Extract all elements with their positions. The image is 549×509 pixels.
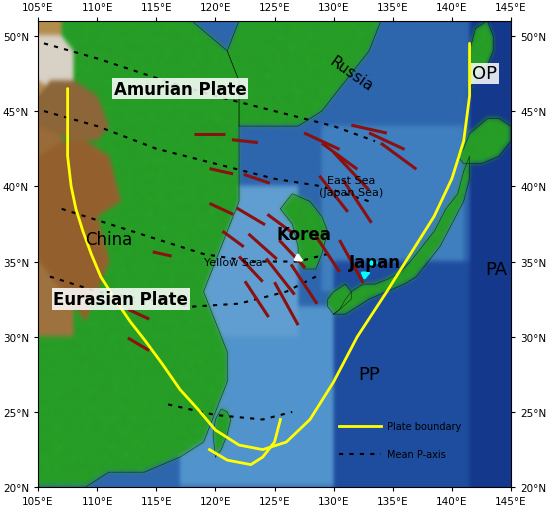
Text: East Sea
(Japan Sea): East Sea (Japan Sea) [319,176,383,197]
Text: Korea: Korea [277,226,332,244]
Text: Japan: Japan [349,253,401,271]
Text: PP: PP [358,365,380,384]
Text: Yellow Sea: Yellow Sea [204,257,262,267]
Text: PA: PA [486,261,508,278]
Text: OP: OP [473,65,497,83]
Text: Russia: Russia [327,54,376,95]
Text: Eurasian Plate: Eurasian Plate [53,291,188,308]
Text: China: China [85,231,133,248]
Text: Amurian Plate: Amurian Plate [114,80,247,98]
